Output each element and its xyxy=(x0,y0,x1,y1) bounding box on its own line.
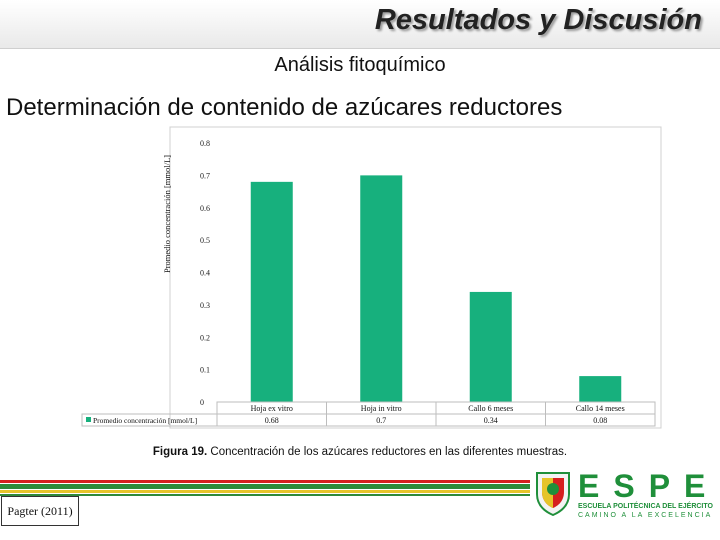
y-tick-label: 0.1 xyxy=(200,366,210,375)
x-category-label: Callo 6 meses xyxy=(468,404,513,413)
stripe-green-thin xyxy=(0,494,530,496)
bar-4 xyxy=(579,376,622,402)
header-band xyxy=(0,0,720,49)
y-tick-label: 0.8 xyxy=(200,139,210,148)
stripe-yellow xyxy=(0,490,530,493)
y-tick-label: 0.6 xyxy=(200,204,210,213)
logo-motto: CAMINO A LA EXCELENCIA xyxy=(578,512,713,519)
x-category-label: Hoja ex vitro xyxy=(251,404,293,413)
y-tick-label: 0.4 xyxy=(200,269,210,278)
crest-icon xyxy=(536,472,570,516)
source-citation: Pagter (2011) xyxy=(1,496,79,526)
legend-label: Promedio concentración [mmol/L] xyxy=(93,416,197,425)
section-subtitle: Análisis fitoquímico xyxy=(274,54,446,76)
bar-3 xyxy=(469,291,512,402)
x-category-label: Hoja in vitro xyxy=(361,404,402,413)
legend-swatch xyxy=(86,417,91,422)
y-tick-label: 0.7 xyxy=(200,171,210,180)
stripe-green xyxy=(0,484,530,489)
bar-2 xyxy=(360,175,403,402)
slide-title: Resultados y Discusión xyxy=(374,4,702,36)
data-value-label: 0.34 xyxy=(484,416,498,425)
y-tick-label: 0.2 xyxy=(200,333,210,342)
y-tick-label: 0 xyxy=(200,398,204,407)
y-tick-label: 0.5 xyxy=(200,236,210,245)
data-value-label: 0.08 xyxy=(593,416,607,425)
y-axis-title: Promedio concentración [mmol/L] xyxy=(162,155,172,273)
bar-1 xyxy=(250,181,293,402)
logo-institution: ESCUELA POLITÉCNICA DEL EJÉRCITO xyxy=(578,503,713,510)
espe-logo: ESPE ESCUELA POLITÉCNICA DEL EJÉRCITO CA… xyxy=(532,466,716,524)
data-value-label: 0.7 xyxy=(376,416,386,425)
figure-caption: Figura 19. Concentración de los azúcares… xyxy=(0,446,720,458)
page-heading: Determinación de contenido de azúcares r… xyxy=(6,94,563,121)
x-category-label: Callo 14 meses xyxy=(576,404,625,413)
y-tick-label: 0.3 xyxy=(200,301,210,310)
logo-letters: ESPE xyxy=(578,468,720,504)
caption-label: Figura 19. xyxy=(152,446,208,458)
data-value-label: 0.68 xyxy=(265,416,279,425)
stripe-red xyxy=(0,480,530,483)
legend-cell xyxy=(81,413,218,427)
caption-text: Concentración de los azúcares reductores… xyxy=(207,446,568,458)
